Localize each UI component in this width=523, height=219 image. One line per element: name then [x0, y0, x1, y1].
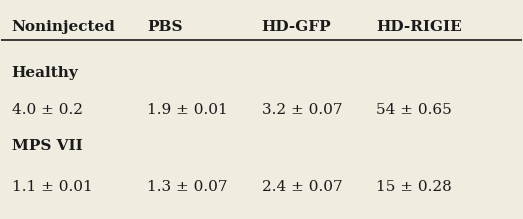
- Text: MPS VII: MPS VII: [12, 139, 83, 153]
- Text: 1.1 ± 0.01: 1.1 ± 0.01: [12, 180, 93, 194]
- Text: HD-GFP: HD-GFP: [262, 20, 331, 34]
- Text: Healthy: Healthy: [12, 66, 78, 80]
- Text: 15 ± 0.28: 15 ± 0.28: [376, 180, 452, 194]
- Text: Noninjected: Noninjected: [12, 20, 116, 34]
- Text: HD-RIGIE: HD-RIGIE: [376, 20, 462, 34]
- Text: 1.3 ± 0.07: 1.3 ± 0.07: [147, 180, 228, 194]
- Text: 2.4 ± 0.07: 2.4 ± 0.07: [262, 180, 342, 194]
- Text: 3.2 ± 0.07: 3.2 ± 0.07: [262, 102, 342, 117]
- Text: PBS: PBS: [147, 20, 183, 34]
- Text: 54 ± 0.65: 54 ± 0.65: [376, 102, 452, 117]
- Text: 4.0 ± 0.2: 4.0 ± 0.2: [12, 102, 83, 117]
- Text: 1.9 ± 0.01: 1.9 ± 0.01: [147, 102, 228, 117]
